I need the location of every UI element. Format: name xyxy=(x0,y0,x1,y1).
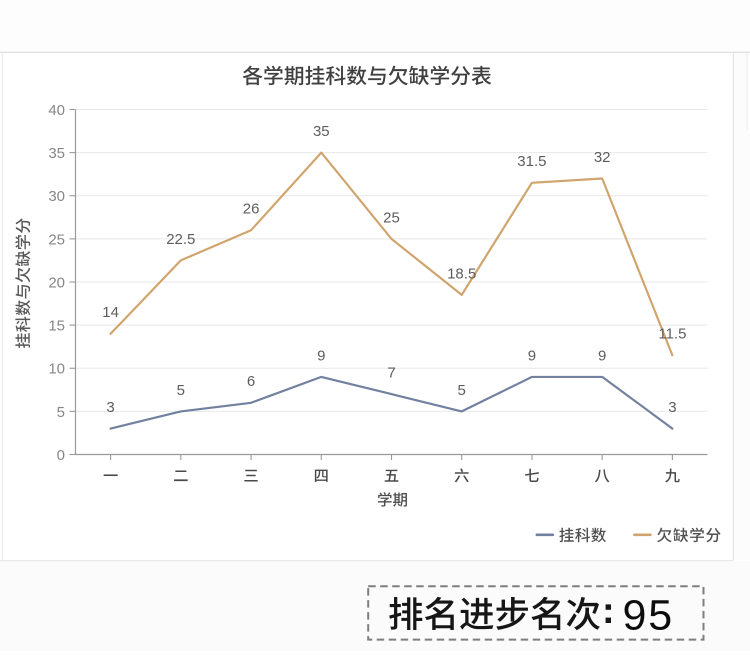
svg-text:40: 40 xyxy=(48,102,65,119)
svg-text:31.5: 31.5 xyxy=(517,153,546,170)
svg-text:6: 6 xyxy=(247,373,255,390)
svg-text:30: 30 xyxy=(48,188,65,205)
svg-text:11.5: 11.5 xyxy=(658,326,686,343)
svg-text:9: 9 xyxy=(317,347,325,364)
svg-text:35: 35 xyxy=(48,145,65,162)
svg-text:9: 9 xyxy=(528,347,536,364)
svg-text:3: 3 xyxy=(668,399,676,416)
svg-text:26: 26 xyxy=(243,201,260,218)
svg-text:5: 5 xyxy=(57,404,65,421)
svg-text:9: 9 xyxy=(598,347,606,364)
svg-text:5: 5 xyxy=(458,382,466,399)
svg-text:20: 20 xyxy=(48,274,65,291)
svg-text:18.5: 18.5 xyxy=(447,265,476,282)
svg-text:10: 10 xyxy=(48,361,65,378)
svg-text:7: 7 xyxy=(387,365,395,382)
svg-text:5: 5 xyxy=(177,382,185,399)
svg-text:95: 95 xyxy=(623,592,674,640)
svg-text:22.5: 22.5 xyxy=(166,231,195,248)
svg-text:25: 25 xyxy=(383,209,400,226)
svg-text:32: 32 xyxy=(594,149,611,166)
svg-text:0: 0 xyxy=(57,447,65,464)
svg-text:3: 3 xyxy=(106,399,114,416)
svg-text:35: 35 xyxy=(313,123,330,140)
svg-text:14: 14 xyxy=(102,304,119,321)
svg-text:25: 25 xyxy=(48,231,65,248)
svg-text:15: 15 xyxy=(48,318,65,335)
